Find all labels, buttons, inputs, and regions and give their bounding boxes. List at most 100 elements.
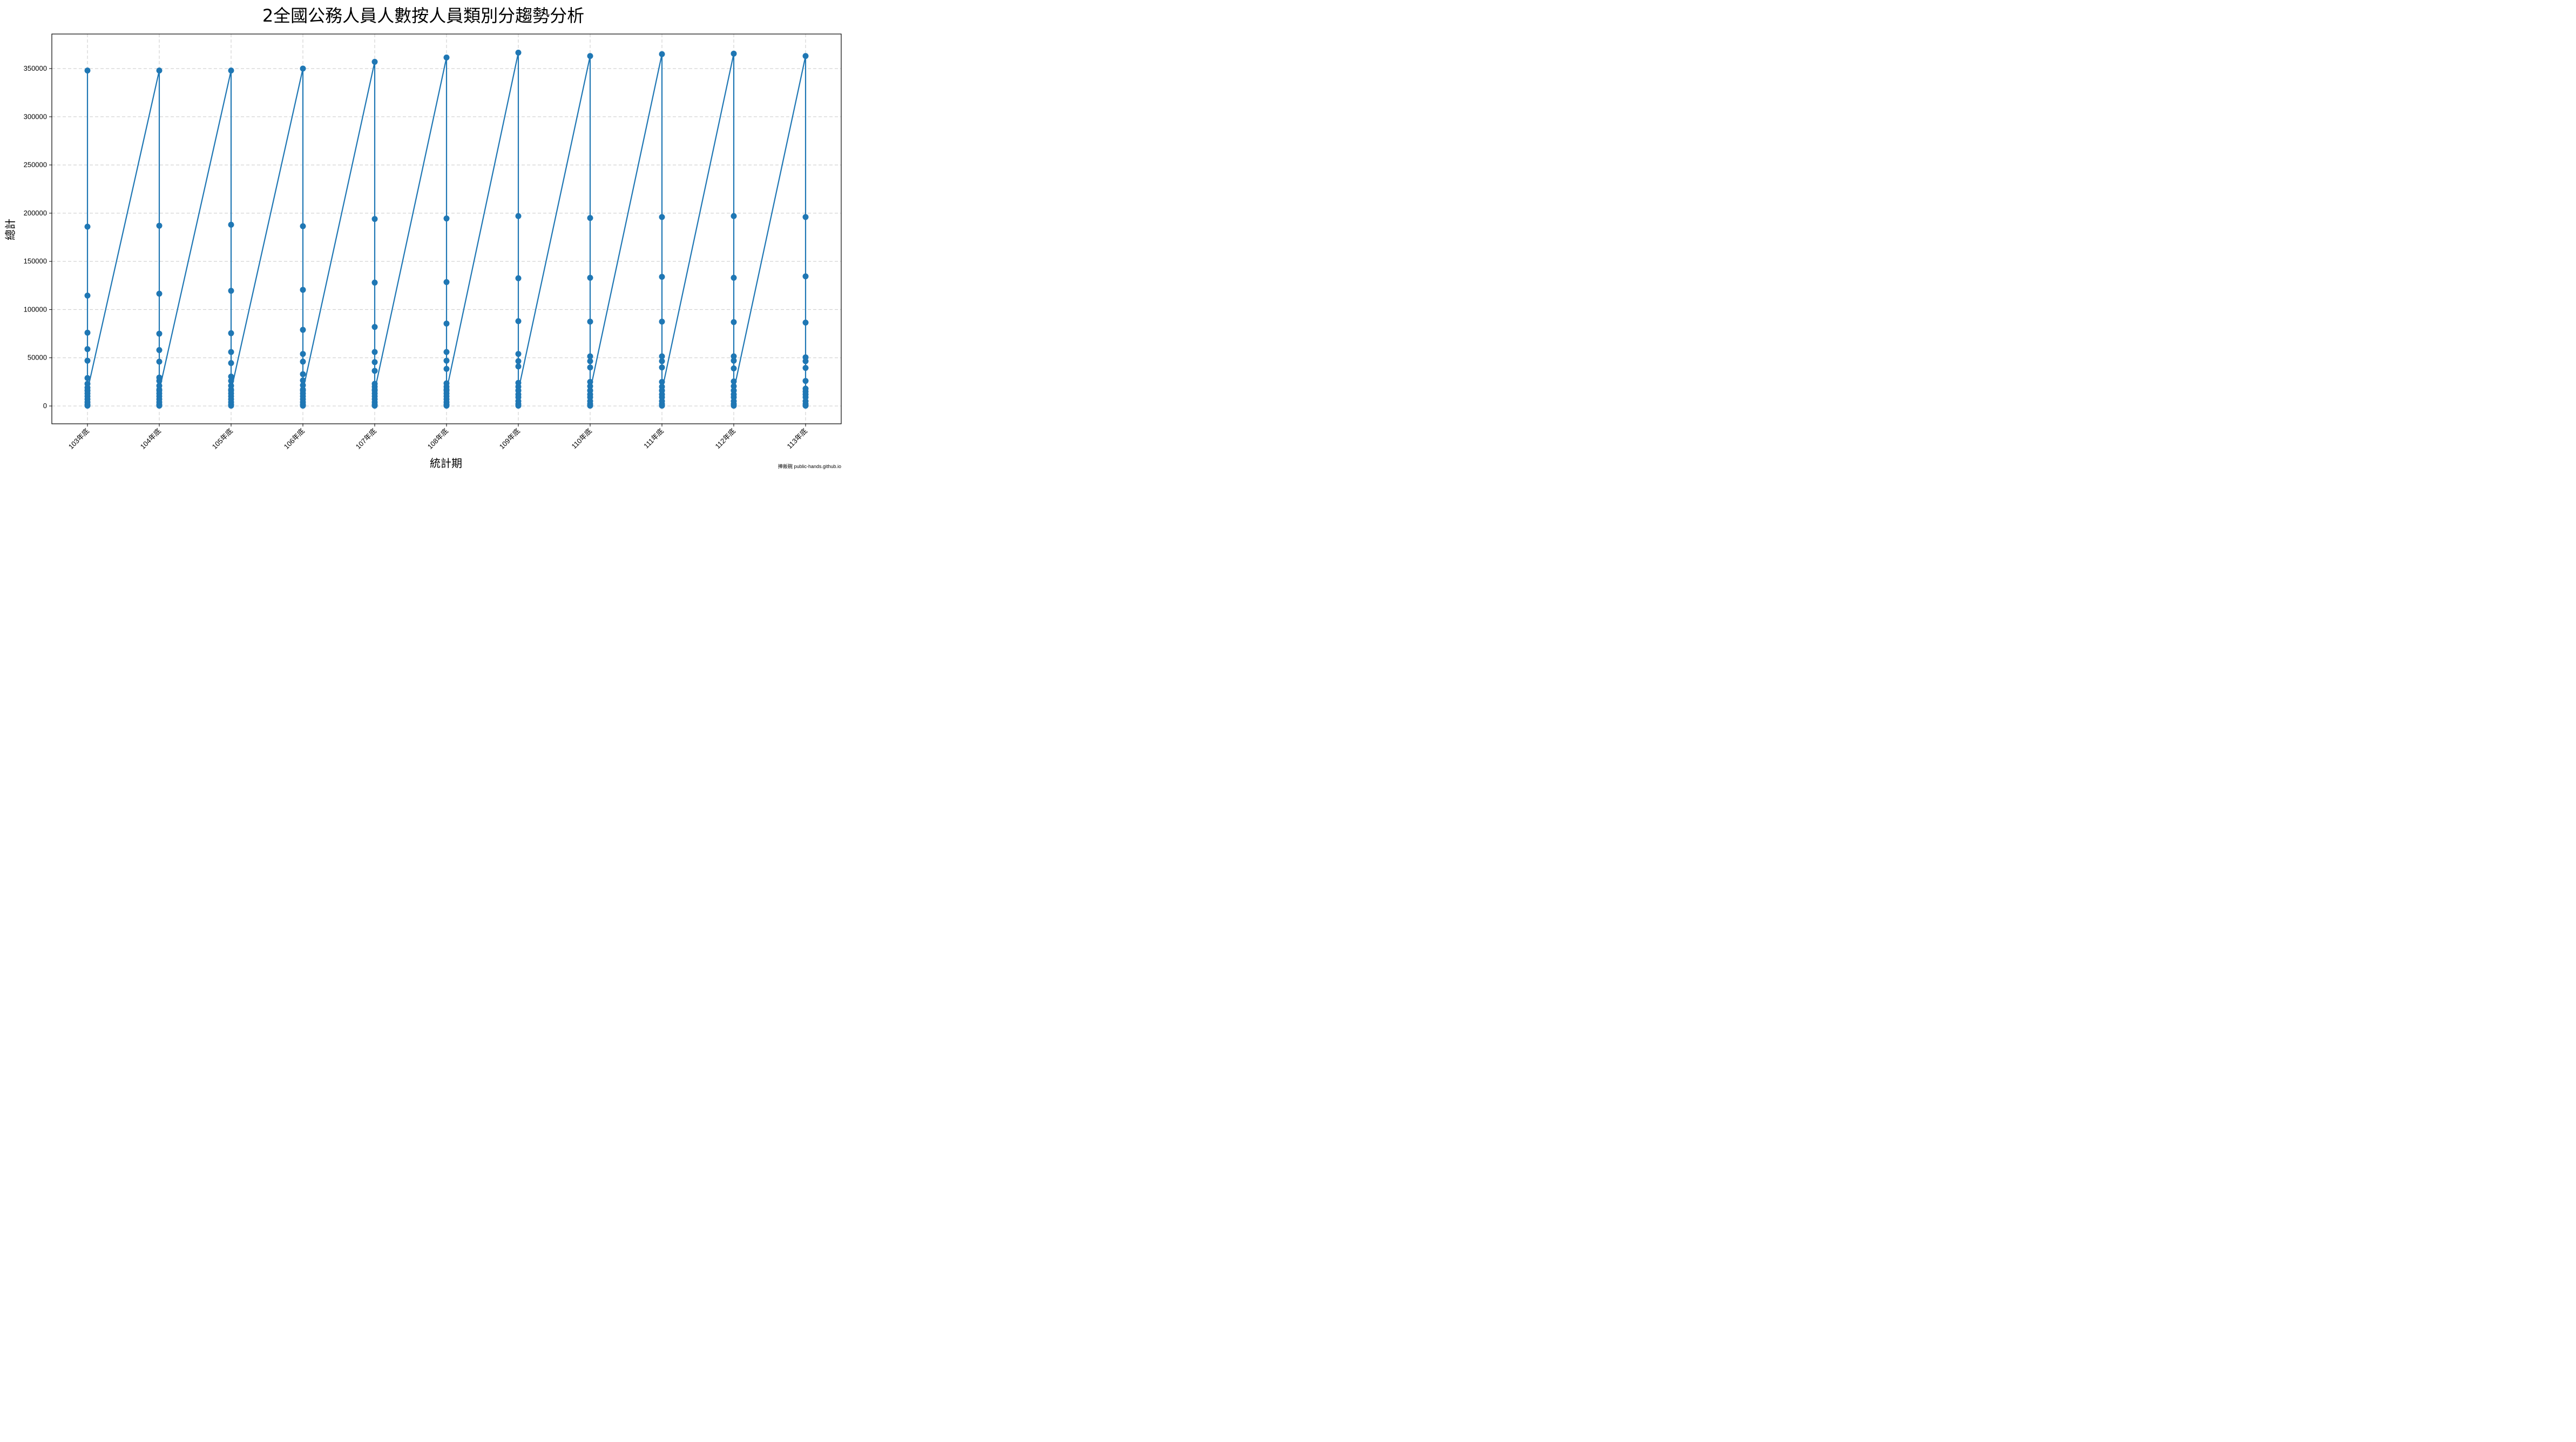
watermark: 捧飯碗 public-hands.github.io [777,464,841,469]
x-axis-label: 統計期 [430,457,462,470]
data-point [443,357,450,364]
data-point [659,402,665,409]
x-tick-label: 110年底 [570,427,593,451]
data-point [587,364,593,371]
data-point [515,363,522,370]
x-tick-label: 106年底 [282,427,306,451]
data-point [84,346,91,353]
data-point [443,402,450,409]
data-point [802,358,809,364]
data-point [156,67,163,74]
plot-area [84,50,809,409]
data-point [587,275,593,281]
data-point [659,51,665,57]
data-point [300,402,306,409]
data-point [443,320,450,327]
data-point [371,279,378,286]
data-point [802,273,809,280]
data-point [156,330,163,337]
data-point [443,279,450,286]
data-point [371,324,378,330]
data-point [228,378,234,384]
data-point [731,213,737,219]
data-point [371,59,378,65]
line-chart: 0 50000 100000 150000 200000 250000 300000 3500… [4,33,842,470]
data-point [156,378,163,384]
data-point [84,224,91,230]
data-point [731,50,737,57]
data-point [228,349,234,355]
data-point [587,319,593,325]
x-tick-label: 112年底 [713,427,737,451]
data-point [802,402,809,409]
x-tick-label: 109年底 [498,427,522,451]
data-point [84,67,91,74]
data-point [731,275,737,281]
data-point [515,351,522,357]
data-point [228,387,234,394]
data-point [443,387,450,394]
data-point [156,290,163,297]
data-point [228,330,234,336]
data-point [443,365,450,372]
data-point [156,387,163,394]
data-point [300,65,306,72]
data-point [515,275,522,281]
data-point [731,365,737,371]
data-point [300,358,306,365]
y-tick-label: 350000 [24,64,47,72]
data-point [731,353,737,360]
data-point [300,287,306,293]
x-tick-label: 113年底 [785,427,809,451]
data-point [731,357,737,364]
data-point [371,216,378,222]
data-point [156,222,163,229]
data-point [371,349,378,355]
data-point [515,402,522,409]
data-point [371,402,378,409]
data-point [84,402,91,409]
data-point [587,53,593,59]
y-tick-label: 250000 [24,161,47,169]
data-point [659,319,665,325]
data-point [802,214,809,220]
data-point [731,383,737,389]
data-point [228,67,234,74]
data-point [84,293,91,299]
data-point [156,358,163,365]
x-tick-label: 107年底 [354,427,378,451]
data-point [802,320,809,326]
data-point [371,359,378,365]
data-point [84,375,91,381]
data-point [659,353,665,360]
data-point [515,50,522,56]
data-point [371,387,378,394]
y-axis-label: 總計 [4,219,17,240]
y-tick-label: 100000 [24,305,47,313]
data-point [659,274,665,280]
data-point [84,329,91,336]
data-point [84,387,91,394]
data-point [515,318,522,324]
data-point [587,215,593,221]
data-point [300,223,306,229]
y-tick-label: 50000 [28,354,47,362]
data-point [731,319,737,326]
data-point [587,378,593,385]
data-point [156,347,163,353]
chart-title: 2全國公務人員人數按人員類別分趨勢分析 [262,5,585,26]
data-point [515,213,522,219]
y-tick-label: 200000 [24,209,47,217]
data-point [731,378,737,384]
data-point [659,214,665,220]
data-point [587,387,593,394]
data-point [443,215,450,222]
data-point [228,288,234,294]
x-tick-label: 104年底 [139,427,163,451]
data-point [300,387,306,394]
data-point [659,378,665,385]
y-tick-label: 300000 [24,112,47,120]
data-point [659,364,665,371]
data-point [228,402,234,409]
x-tick-label: 103年底 [67,427,91,451]
